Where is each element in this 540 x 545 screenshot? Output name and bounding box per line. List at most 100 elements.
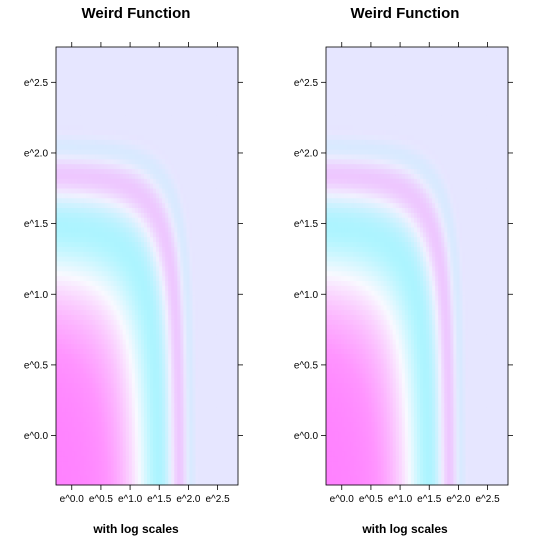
heatmap-cell	[125, 407, 130, 413]
heatmap-cell	[116, 397, 121, 403]
heatmap-cell	[159, 129, 163, 135]
heatmap-cell	[116, 134, 121, 140]
heatmap-cell	[107, 397, 111, 403]
heatmap-cell	[104, 402, 108, 408]
heatmap-cell	[59, 183, 63, 189]
heatmap-cell	[65, 460, 69, 466]
heatmap-cell	[119, 212, 124, 218]
heatmap-cell	[134, 450, 139, 457]
heatmap-cell	[116, 343, 121, 350]
heatmap-cell	[147, 416, 151, 423]
heatmap-cell	[183, 275, 187, 281]
heatmap-cell	[162, 115, 166, 121]
heatmap-cell	[92, 343, 96, 350]
heatmap-cell	[186, 202, 190, 208]
heatmap-cell	[186, 339, 190, 345]
heatmap-cell	[174, 266, 178, 272]
heatmap-cell	[62, 95, 66, 101]
heatmap-cell	[213, 134, 218, 140]
heatmap-cell	[86, 193, 90, 199]
heatmap-cell	[189, 416, 193, 423]
heatmap-cell	[165, 100, 169, 106]
heatmap-cell	[95, 154, 99, 160]
heatmap-cell	[171, 475, 175, 481]
heatmap-cell	[195, 426, 199, 432]
heatmap-cell	[192, 188, 196, 194]
heatmap-cell	[183, 382, 187, 389]
heatmap-cell	[159, 261, 163, 267]
heatmap-cell	[186, 144, 190, 150]
heatmap-cell	[210, 173, 215, 179]
heatmap-cell	[86, 236, 90, 243]
heatmap-cell	[77, 51, 81, 58]
heatmap-cell	[62, 455, 66, 462]
heatmap-cell	[180, 387, 184, 393]
heatmap-cell	[195, 71, 199, 77]
heatmap-cell	[80, 280, 84, 286]
heatmap-cell	[207, 197, 212, 204]
heatmap-cell	[162, 416, 166, 423]
heatmap-cell	[101, 207, 105, 213]
heatmap-cell	[134, 56, 139, 62]
heatmap-cell	[89, 314, 93, 320]
heatmap-cell	[171, 76, 175, 82]
heatmap-cell	[174, 392, 178, 398]
heatmap-cell	[186, 120, 190, 126]
heatmap-cell	[98, 231, 102, 238]
heatmap-cell	[131, 348, 136, 354]
heatmap-cell	[122, 261, 127, 267]
heatmap-cell	[171, 436, 175, 442]
heatmap-cell	[107, 412, 111, 418]
heatmap-cell	[92, 251, 96, 257]
heatmap-cell	[137, 120, 142, 126]
heatmap-cell	[89, 217, 93, 223]
heatmap-cell	[122, 202, 127, 208]
heatmap-cell	[140, 343, 145, 350]
heatmap-cell	[77, 329, 81, 335]
heatmap-cell	[65, 358, 69, 364]
heatmap-cell	[192, 426, 196, 432]
heatmap-cell	[83, 261, 87, 267]
heatmap-cell	[186, 426, 190, 432]
heatmap-cell	[122, 450, 127, 457]
heatmap-cell	[207, 149, 212, 155]
heatmap-cell	[80, 441, 84, 447]
heatmap-cell	[165, 158, 169, 165]
heatmap-cell	[98, 241, 102, 247]
heatmap-cell	[140, 124, 145, 131]
heatmap-cell	[201, 426, 206, 432]
heatmap-cell	[153, 61, 157, 67]
heatmap-cell	[119, 290, 124, 296]
heatmap-cell	[77, 373, 81, 379]
heatmap-cell	[122, 334, 127, 340]
heatmap-cell	[95, 76, 99, 82]
heatmap-cell	[74, 353, 78, 359]
heatmap-cell	[122, 426, 127, 432]
heatmap-cell	[183, 222, 187, 228]
heatmap-cell	[180, 290, 184, 296]
heatmap-cell	[98, 314, 102, 320]
heatmap-cell	[213, 173, 218, 179]
heatmap-cell	[189, 90, 193, 97]
heatmap-cell	[159, 300, 163, 306]
heatmap-cell	[59, 421, 63, 427]
heatmap-cell	[113, 95, 118, 101]
heatmap-cell	[128, 309, 133, 316]
heatmap-cell	[195, 139, 199, 145]
heatmap-cell	[165, 207, 169, 213]
heatmap-cell	[180, 309, 184, 316]
heatmap-cell	[219, 51, 224, 58]
heatmap-cell	[86, 455, 90, 462]
heatmap-cell	[122, 465, 127, 471]
heatmap-cell	[140, 329, 145, 335]
heatmap-cell	[56, 95, 60, 101]
heatmap-cell	[140, 120, 145, 126]
heatmap-cell	[56, 241, 60, 247]
heatmap-cell	[65, 382, 69, 389]
heatmap-cell	[216, 382, 221, 389]
heatmap-cell	[219, 183, 224, 189]
heatmap-cell	[201, 183, 206, 189]
heatmap-cell	[195, 397, 199, 403]
heatmap-cell	[143, 251, 148, 257]
heatmap-cell	[198, 416, 202, 423]
